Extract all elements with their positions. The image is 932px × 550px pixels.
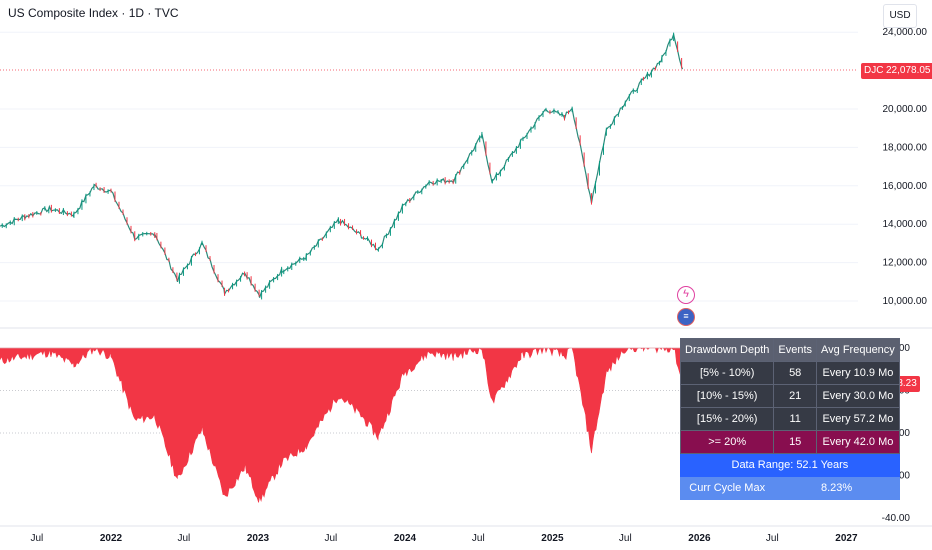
curr-cycle-value: 8.23% bbox=[773, 476, 900, 500]
table-row: [15% - 20%) 11 Every 57.2 Mo bbox=[679, 407, 900, 431]
time-tick-label: 2027 bbox=[835, 533, 858, 544]
time-tick-label: 2026 bbox=[688, 533, 711, 544]
table-row-highlight: >= 20% 15 Every 42.0 Mo bbox=[679, 430, 900, 454]
time-tick-label: Jul bbox=[30, 533, 43, 544]
ticker-tag: DJC bbox=[861, 63, 887, 79]
last-price-tag: 22,078.05 bbox=[883, 63, 932, 79]
table-cell: Every 57.2 Mo bbox=[816, 407, 900, 431]
table-header: Avg Frequency bbox=[816, 338, 900, 362]
curr-cycle-label: Curr Cycle Max bbox=[679, 476, 775, 500]
price-tick-label: 14,000.00 bbox=[883, 219, 928, 230]
price-tick-label: 20,000.00 bbox=[883, 104, 928, 115]
currency-button[interactable]: USD bbox=[883, 4, 917, 28]
time-tick-label: Jul bbox=[324, 533, 337, 544]
time-tick-label: Jul bbox=[472, 533, 485, 544]
table-cell: [5% - 10%) bbox=[679, 361, 775, 385]
data-range-text: Data Range: 52.1 Years bbox=[680, 453, 900, 477]
table-header: Events bbox=[773, 338, 818, 362]
price-tick-label: 24,000.00 bbox=[883, 27, 928, 38]
data-range-row: Data Range: 52.1 Years bbox=[680, 453, 900, 477]
table-header-row: Drawdown Depth Events Avg Frequency bbox=[679, 338, 900, 362]
table-cell: 11 bbox=[773, 407, 818, 431]
time-tick-label: Jul bbox=[766, 533, 779, 544]
table-cell: Every 30.0 Mo bbox=[816, 384, 900, 408]
price-tick-label: 10,000.00 bbox=[883, 296, 928, 307]
table-cell: 21 bbox=[773, 384, 818, 408]
drawdown-tick-label: -40.00 bbox=[882, 513, 911, 524]
table-cell: 15 bbox=[773, 430, 818, 454]
price-tick-label: 18,000.00 bbox=[883, 142, 928, 153]
table-cell: 58 bbox=[773, 361, 818, 385]
price-tick-label: 12,000.00 bbox=[883, 258, 928, 269]
table-cell: Every 42.0 Mo bbox=[816, 430, 900, 454]
us-flag-event-icon[interactable]: ≡ bbox=[677, 308, 695, 326]
table-row: [10% - 15%) 21 Every 30.0 Mo bbox=[679, 384, 900, 408]
drawdown-area bbox=[0, 347, 683, 503]
time-tick-label: Jul bbox=[619, 533, 632, 544]
lightning-event-icon[interactable]: ϟ bbox=[677, 286, 695, 304]
table-row: [5% - 10%) 58 Every 10.9 Mo bbox=[679, 361, 900, 385]
time-tick-label: 2025 bbox=[541, 533, 564, 544]
table-cell: [15% - 20%) bbox=[679, 407, 775, 431]
time-tick-label: 2022 bbox=[100, 533, 123, 544]
table-cell: >= 20% bbox=[679, 430, 775, 454]
drawdown-table: Drawdown Depth Events Avg Frequency [5% … bbox=[679, 338, 900, 500]
drawdown-tick-label: 0.00 bbox=[891, 343, 911, 354]
price-tick-label: 16,000.00 bbox=[883, 181, 928, 192]
time-tick-label: 2023 bbox=[247, 533, 270, 544]
curr-cycle-row: Curr Cycle Max 8.23% bbox=[679, 476, 900, 500]
time-tick-label: 2024 bbox=[394, 533, 417, 544]
table-header: Drawdown Depth bbox=[679, 338, 775, 362]
price-series-line bbox=[0, 32, 684, 298]
table-cell: [10% - 15%) bbox=[679, 384, 775, 408]
time-tick-label: Jul bbox=[177, 533, 190, 544]
chart-title: US Composite Index · 1D · TVC bbox=[8, 6, 179, 20]
table-cell: Every 10.9 Mo bbox=[816, 361, 900, 385]
